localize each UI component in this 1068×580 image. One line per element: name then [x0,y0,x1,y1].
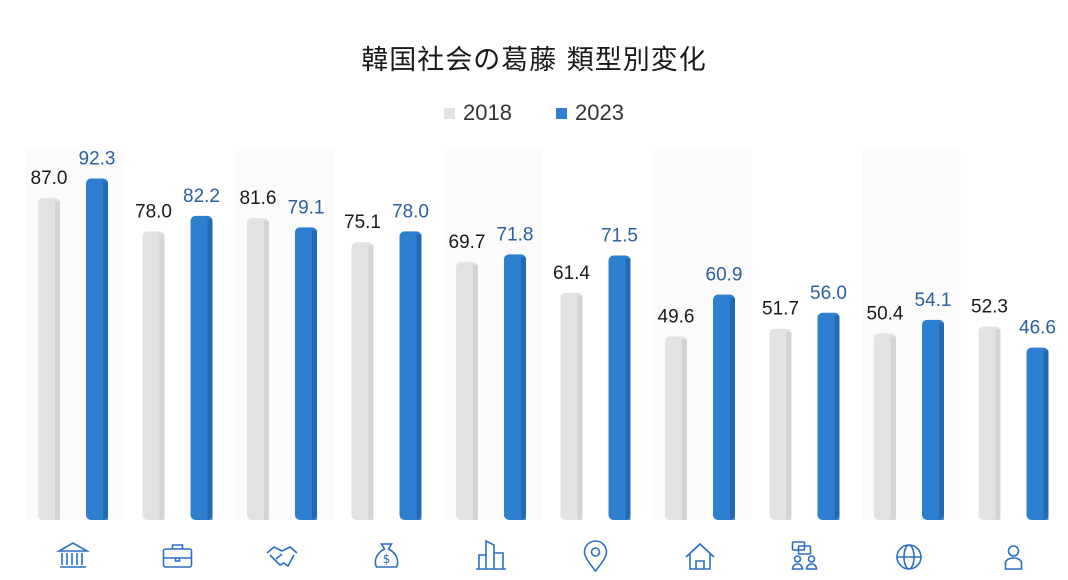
bar-2018-9 [978,326,1001,520]
bar-shade-2018-3 [368,245,374,520]
bar-2023-0 [86,178,108,521]
data-label-2023-7: 56.0 [810,283,847,304]
data-label-2018-9: 52.3 [971,296,1008,317]
bar-2018-2 [247,218,269,520]
bar-shade-2018-4 [473,265,478,520]
bar-shade-2023-5 [625,258,631,520]
bar-2023-2 [295,227,317,520]
data-label-2018-5: 61.4 [553,263,590,284]
data-label-2023-4: 71.8 [497,224,534,245]
bar-2023-4 [504,254,526,520]
bar-shade-2018-6 [682,339,687,520]
globe-icon [896,544,922,570]
house-icon [685,542,715,570]
data-label-2018-6: 49.6 [658,306,695,327]
legend-label-2023: 2023 [575,100,624,125]
legend-swatch-2023 [556,107,567,119]
svg-text:$: $ [383,552,391,566]
bar-2023-3 [399,231,422,520]
money-bag-icon: $ [374,543,399,568]
data-label-2018-7: 51.7 [762,299,799,320]
bar-2018-4 [456,262,478,520]
data-label-2023-2: 79.1 [288,197,325,218]
bar-shade-2018-5 [577,295,583,520]
bar-2023-1 [190,215,213,521]
data-label-2023-8: 54.1 [915,290,952,311]
briefcase-icon [162,544,193,568]
chart-title: 韓国社会の葛藤 類型別変化 [361,45,707,76]
data-label-2018-1: 78.0 [135,201,172,222]
data-label-2023-1: 82.2 [183,186,220,207]
legend-item-2023: 2023 [556,100,624,126]
legend-swatch-2018 [444,107,456,119]
data-label-2018-2: 81.6 [240,188,277,209]
bar-shade-2018-1 [159,234,165,520]
bar-2018-6 [665,336,687,520]
legend-label-2018: 2018 [463,100,512,125]
data-label-2018-0: 87.0 [31,168,68,189]
bar-shade-2018-2 [264,221,269,520]
bar-shade-2023-8 [939,322,944,520]
legend: 2018 2023 [0,100,1068,126]
bar-shade-2023-0 [103,181,108,521]
bar-shade-2023-2 [312,230,317,520]
buildings-icon [476,539,506,570]
location-pin-icon [583,540,608,573]
bar-2018-0 [38,198,60,520]
data-label-2023-3: 78.0 [392,201,429,222]
bar-2018-8 [874,333,896,520]
bar-shade-2023-1 [207,218,213,521]
bar-shade-2023-6 [730,297,735,520]
bar-shade-2018-0 [55,201,60,520]
bar-shade-2018-8 [891,336,896,520]
people-chat-icon [791,541,818,570]
data-label-2018-8: 50.4 [867,304,904,325]
data-label-2023-5: 71.5 [601,225,638,246]
data-label-2018-3: 75.1 [344,212,381,233]
bar-2018-1 [142,231,165,520]
handshake-icon [266,546,298,568]
person-icon [1004,545,1023,570]
bank-icon [55,542,91,568]
bar-shade-2023-7 [834,315,840,520]
data-label-2018-4: 69.7 [449,232,486,253]
bar-2023-6 [713,294,735,520]
data-label-2023-9: 46.6 [1019,318,1056,339]
bar-2023-5 [608,255,631,520]
bar-shade-2023-4 [521,257,526,520]
bar-shade-2018-9 [995,329,1001,520]
data-label-2023-0: 92.3 [79,148,116,169]
bar-2023-8 [922,319,944,520]
bar-2023-9 [1026,347,1049,520]
bar-2018-7 [769,328,792,520]
bar-shade-2023-9 [1043,350,1049,520]
bar-shade-2018-7 [786,331,792,520]
legend-item-2018: 2018 [444,100,512,126]
bar-2018-5 [560,292,583,520]
bar-2018-3 [351,242,374,520]
data-label-2023-6: 60.9 [706,265,743,286]
bar-shade-2023-3 [416,234,422,520]
bar-2023-7 [817,312,840,520]
